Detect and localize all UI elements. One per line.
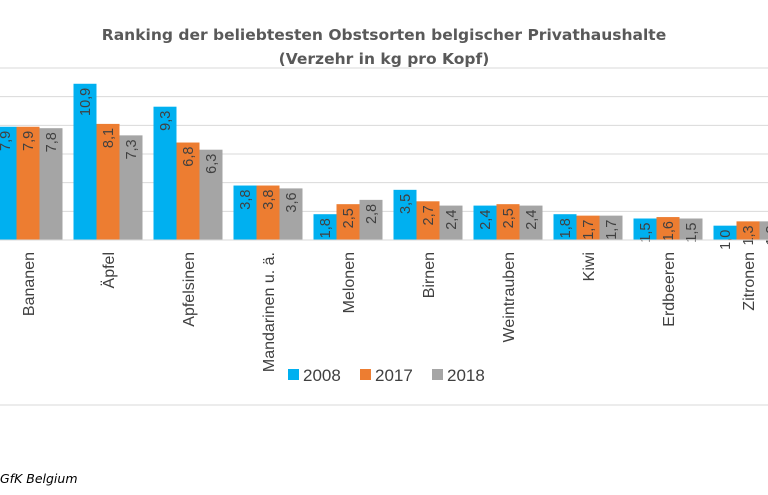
bar-2017 — [96, 123, 120, 240]
value-labels: 7,9 7,9 7,8 10,9 8,1 7,3 9,3 6,8 6,3 3,8 3,8 3,6 1,8… — [0, 88, 768, 250]
bar-2017 — [336, 204, 360, 240]
bar-2008 — [233, 185, 257, 240]
bars — [0, 83, 768, 241]
legend-swatch-2018 — [432, 369, 443, 380]
bar-2008 — [313, 214, 337, 240]
data-label-2017: 1,6 — [661, 221, 677, 241]
data-label-2008: 10,9 — [78, 88, 94, 116]
legend-swatch-2008 — [288, 369, 299, 380]
category-label: Bananen — [21, 252, 38, 316]
data-label-2008: 7,9 — [0, 131, 14, 151]
data-label-2008: 2,4 — [478, 210, 494, 230]
bar-2017 — [176, 142, 200, 240]
bar-2017 — [736, 221, 760, 240]
data-label-2018: 2,4 — [444, 210, 460, 230]
data-label-2017: 2,5 — [341, 208, 357, 228]
bar-2018 — [519, 205, 543, 240]
data-label-2017: 2,5 — [501, 208, 517, 228]
bar-2008 — [553, 214, 577, 240]
chart-subtitle: (Verzehr in kg pro Kopf) — [279, 50, 490, 68]
bar-2008 — [153, 106, 177, 240]
source-note: GfK Belgium — [0, 471, 78, 486]
bar-2017 — [496, 204, 520, 240]
category-label: Melonen — [341, 252, 358, 313]
data-label-2018: 1,7 — [604, 220, 620, 240]
data-label-2008: 3,5 — [398, 194, 414, 214]
bar-2008 — [73, 83, 97, 241]
bar-2017 — [416, 201, 440, 240]
category-label: Kiwi — [581, 252, 598, 281]
data-label-2008: 3,8 — [238, 190, 254, 210]
category-label: Apfelsinen — [181, 252, 198, 327]
bar-2008 — [713, 225, 737, 240]
data-label-2018: 1,5 — [684, 223, 700, 243]
data-label-2018: 2,8 — [364, 204, 380, 224]
legend-label-2017: 2017 — [375, 366, 413, 385]
bar-2008 — [393, 189, 417, 240]
bar-2018 — [439, 205, 463, 240]
data-label-2008: 1,5 — [638, 223, 654, 243]
data-label-2008: 1,8 — [318, 218, 334, 238]
data-label-2017: 8,1 — [101, 128, 117, 148]
bar-2017 — [256, 185, 280, 240]
bar-2017 — [656, 217, 680, 240]
data-label-2017: 1,7 — [581, 220, 597, 240]
data-label-2018: 1,3 — [764, 225, 768, 245]
bar-2018 — [39, 128, 63, 240]
bar-2018 — [599, 215, 623, 240]
data-label-2018: 2,4 — [524, 210, 540, 230]
category-label: Mandarinen u. ä. — [261, 252, 278, 372]
category-label: Zitronen — [741, 252, 758, 311]
category-label: Weintrauben — [501, 252, 518, 342]
bar-2018 — [279, 188, 303, 240]
data-label-2018: 6,3 — [204, 154, 220, 174]
bar-2008 — [0, 126, 17, 240]
bar-2018 — [359, 199, 383, 240]
chart-title: Ranking der beliebtesten Obstsorten belg… — [102, 26, 666, 44]
bar-2008 — [633, 218, 657, 240]
category-label: Äpfel — [100, 252, 118, 288]
data-label-2008: 1,8 — [558, 218, 574, 238]
legend-swatch-2017 — [360, 369, 371, 380]
bar-2008 — [473, 205, 497, 240]
bar-2018 — [119, 135, 143, 240]
legend-label-2008: 2008 — [303, 366, 341, 385]
data-label-2018: 3,6 — [284, 192, 300, 212]
data-label-2017: 7,9 — [21, 131, 37, 151]
data-label-2018: 7,3 — [124, 139, 140, 159]
data-label-2017: 3,8 — [261, 190, 277, 210]
data-label-2008: 9,3 — [158, 111, 174, 131]
bar-2017 — [16, 126, 40, 240]
legend-label-2018: 2018 — [447, 366, 485, 385]
category-labels: Bananen Äpfel Apfelsinen Mandarinen u. ä. Me… — [21, 252, 758, 372]
data-label-2017: 1,3 — [741, 225, 757, 245]
category-label: Birnen — [421, 252, 438, 298]
data-label-2017: 6,8 — [181, 147, 197, 167]
data-label-2018: 7,8 — [44, 132, 60, 152]
bar-2018 — [199, 149, 223, 240]
bar-2018 — [679, 218, 703, 240]
bar-2017 — [576, 215, 600, 240]
data-label-2017: 2,7 — [421, 205, 437, 225]
category-label: Erdbeeren — [661, 252, 678, 327]
bar-2018 — [759, 221, 768, 240]
legend: 2008 2017 2018 — [288, 366, 485, 385]
